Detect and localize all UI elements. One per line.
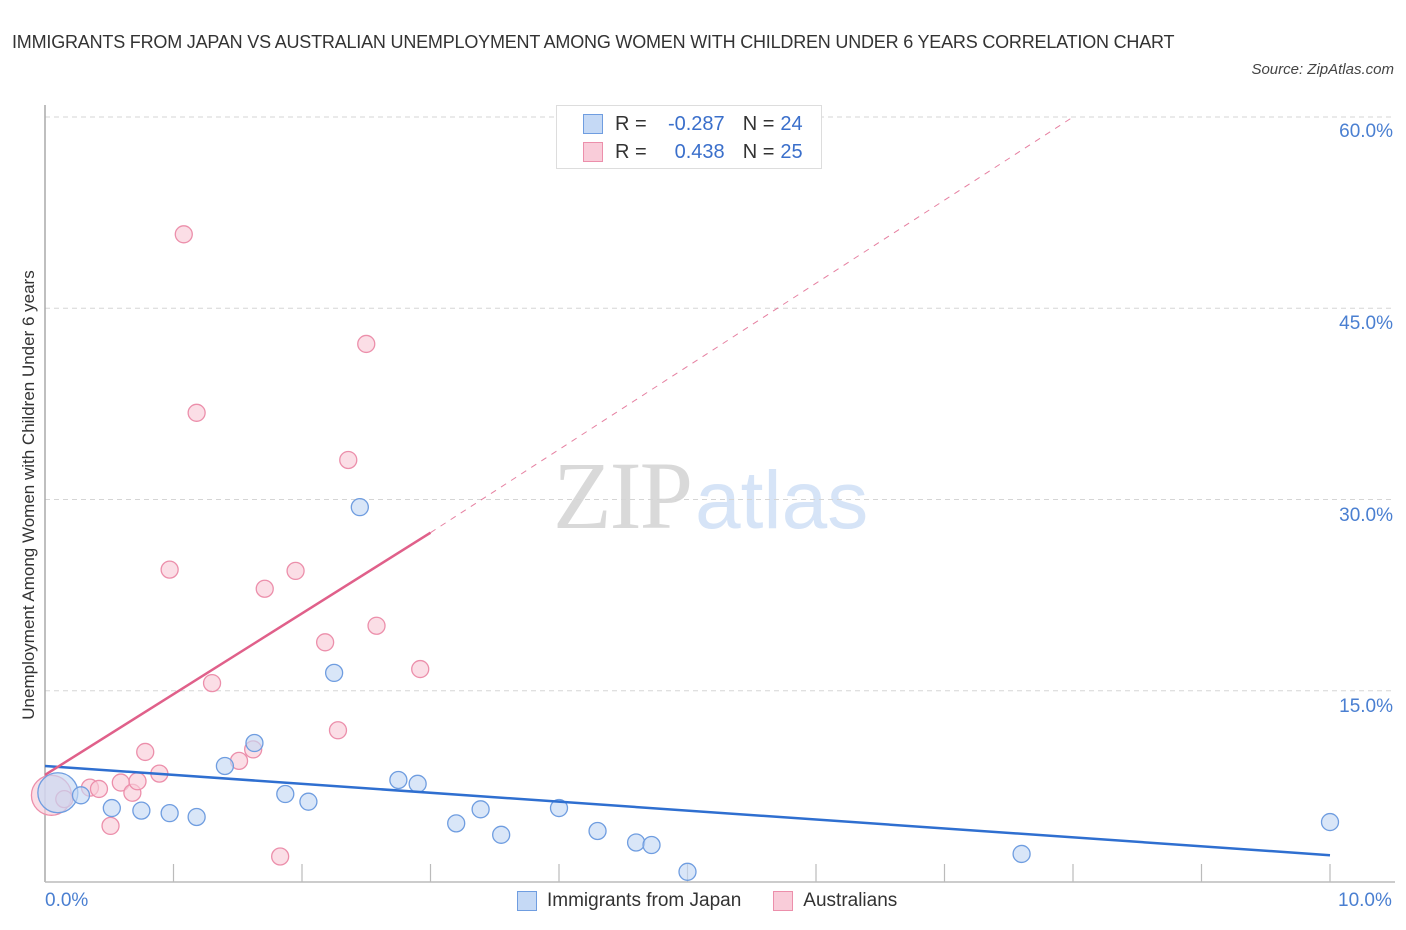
r-label: R = bbox=[615, 112, 647, 135]
data-point[interactable] bbox=[215, 756, 235, 776]
watermark: ZIPatlas bbox=[553, 440, 868, 551]
n-label: N = bbox=[742, 140, 775, 163]
data-point[interactable] bbox=[255, 579, 274, 598]
japan-swatch-icon bbox=[583, 114, 603, 134]
japan-trend-line bbox=[44, 764, 1331, 857]
data-point[interactable] bbox=[128, 772, 147, 791]
data-point[interactable] bbox=[626, 833, 646, 852]
data-point[interactable] bbox=[678, 862, 697, 881]
y-axis-label: Unemployment Among Women with Children U… bbox=[19, 270, 38, 720]
data-point[interactable] bbox=[187, 807, 206, 827]
australians-trend-extension bbox=[430, 116, 1074, 534]
australians-legend-swatch-icon[interactable] bbox=[773, 891, 794, 911]
x-tick-10: 10.0% bbox=[1338, 890, 1392, 911]
watermark-zip: ZIP bbox=[553, 442, 693, 549]
australians-trend-line bbox=[44, 531, 432, 776]
series-legend: Immigrants from Japan Australians bbox=[517, 890, 897, 912]
data-point[interactable] bbox=[642, 835, 661, 855]
chart-title: IMMIGRANTS FROM JAPAN VS AUSTRALIAN UNEM… bbox=[12, 32, 1175, 52]
data-point[interactable] bbox=[160, 560, 179, 579]
r-label: R = bbox=[615, 140, 647, 163]
n-value-japan: 24 bbox=[780, 112, 803, 135]
japan-legend-swatch-icon[interactable] bbox=[517, 891, 537, 911]
data-point[interactable] bbox=[202, 673, 222, 693]
y-tick-60: 60.0% bbox=[1339, 121, 1393, 142]
data-point[interactable] bbox=[471, 800, 490, 819]
data-point[interactable] bbox=[132, 801, 151, 820]
stats-legend: R = -0.287 N = 24 R = 0.438 N = 25 bbox=[556, 105, 822, 169]
y-tick-45: 45.0% bbox=[1339, 313, 1393, 334]
data-point[interactable] bbox=[1320, 812, 1340, 832]
data-point[interactable] bbox=[408, 774, 427, 793]
data-point[interactable] bbox=[71, 786, 91, 805]
trend-lines bbox=[44, 116, 1331, 857]
data-point[interactable] bbox=[174, 225, 193, 244]
data-point[interactable] bbox=[136, 742, 155, 762]
data-point[interactable] bbox=[411, 659, 430, 679]
data-point[interactable] bbox=[37, 772, 79, 814]
data-point[interactable] bbox=[160, 804, 179, 823]
data-point[interactable] bbox=[245, 733, 264, 753]
data-point[interactable] bbox=[492, 825, 511, 844]
watermark-atlas: atlas bbox=[695, 455, 869, 546]
data-point[interactable] bbox=[286, 561, 305, 581]
data-point[interactable] bbox=[187, 403, 206, 422]
data-point[interactable] bbox=[328, 721, 348, 740]
x-tick-0: 0.0% bbox=[45, 890, 89, 911]
data-point[interactable] bbox=[276, 784, 295, 804]
data-point[interactable] bbox=[299, 792, 318, 811]
y-tick-15: 15.0% bbox=[1339, 696, 1393, 717]
data-point[interactable] bbox=[389, 770, 408, 790]
stats-row-australians: R = 0.438 N = 25 bbox=[583, 139, 803, 165]
y-tick-30: 30.0% bbox=[1339, 505, 1393, 526]
axes bbox=[44, 105, 1395, 883]
n-label: N = bbox=[742, 112, 775, 135]
japan-points bbox=[37, 497, 1340, 881]
source-label: Source: ZipAtlas.com bbox=[1251, 61, 1394, 78]
data-point[interactable] bbox=[350, 497, 369, 517]
gridlines bbox=[45, 116, 1395, 692]
data-point[interactable] bbox=[339, 450, 358, 470]
data-point[interactable] bbox=[447, 814, 466, 833]
r-value-australians: 0.438 bbox=[674, 140, 725, 163]
r-value-japan: -0.287 bbox=[667, 112, 725, 135]
data-point[interactable] bbox=[315, 633, 335, 652]
data-point[interactable] bbox=[549, 798, 569, 818]
stats-row-japan: R = -0.287 N = 24 bbox=[583, 111, 803, 137]
legend-item-australians[interactable]: Australians bbox=[803, 890, 898, 911]
data-point[interactable] bbox=[357, 334, 376, 354]
data-point[interactable] bbox=[101, 816, 120, 836]
data-point[interactable] bbox=[89, 779, 109, 799]
n-value-australians: 25 bbox=[780, 140, 803, 163]
data-point[interactable] bbox=[367, 616, 386, 635]
australians-swatch-icon bbox=[583, 142, 603, 162]
data-point[interactable] bbox=[271, 847, 290, 866]
data-point[interactable] bbox=[1012, 844, 1031, 864]
data-point[interactable] bbox=[588, 821, 607, 841]
data-point[interactable] bbox=[324, 663, 344, 683]
legend-item-japan[interactable]: Immigrants from Japan bbox=[547, 890, 742, 911]
data-point[interactable] bbox=[102, 798, 121, 818]
